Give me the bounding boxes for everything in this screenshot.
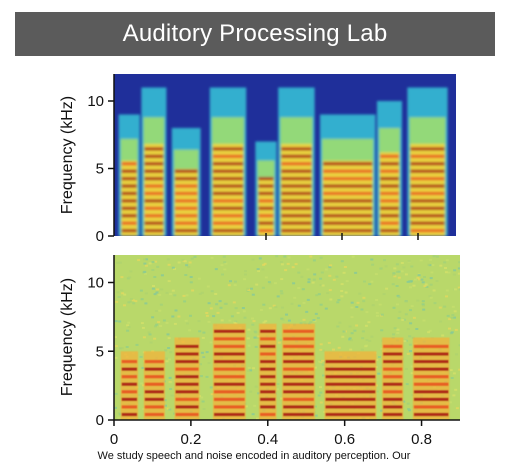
top-speech-segment — [255, 141, 277, 236]
bottom-xtick-label: 0 — [110, 431, 118, 448]
bottom-ytick-label: 10 — [87, 275, 104, 292]
caption-text: We study speech and noise encoded in aud… — [97, 450, 411, 462]
bottom-speech-segment — [174, 337, 200, 420]
bottom-speech-segment — [324, 351, 377, 420]
top-ylabel: Frequency (kHz) — [59, 96, 76, 214]
top-speech-segment — [118, 114, 140, 236]
top-ytick-label: 10 — [87, 93, 104, 110]
bottom-xtick-label: 0.4 — [257, 431, 278, 448]
bottom-speech-segment — [412, 337, 450, 420]
bottom-speech-segment — [120, 351, 139, 420]
top-spectrogram: 0 5 10 — [87, 74, 456, 245]
bottom-spectrogram: 0 5 10 0 0.2 0.4 0.6 0.8 — [87, 255, 460, 448]
page-title-banner: Auditory Processing Lab — [15, 12, 495, 56]
bottom-ylabel: Frequency (kHz) — [59, 278, 76, 396]
bottom-ytick-label: 5 — [96, 343, 104, 360]
top-speech-segment — [278, 87, 315, 236]
top-speech-segment — [320, 114, 376, 236]
bottom-xtick-label: 0.8 — [411, 431, 432, 448]
top-speech-segment — [377, 101, 402, 236]
top-speech-segment — [171, 128, 201, 236]
bottom-speech-segment — [259, 323, 277, 420]
bottom-speech-segment — [282, 323, 315, 420]
top-ytick-label: 0 — [96, 228, 104, 245]
bottom-xtick-label: 0.2 — [180, 431, 201, 448]
page-title: Auditory Processing Lab — [122, 20, 388, 47]
bottom-xtick-label: 0.6 — [334, 431, 355, 448]
bottom-ytick-label: 0 — [96, 412, 104, 429]
top-speech-segment — [141, 87, 167, 236]
bottom-speech-segment — [143, 351, 165, 420]
top-speech-segment — [209, 87, 247, 236]
bottom-speech-segment — [212, 323, 246, 420]
top-speech-segment — [407, 87, 448, 236]
top-ytick-label: 5 — [96, 161, 104, 178]
bottom-speech-segment — [382, 337, 404, 420]
